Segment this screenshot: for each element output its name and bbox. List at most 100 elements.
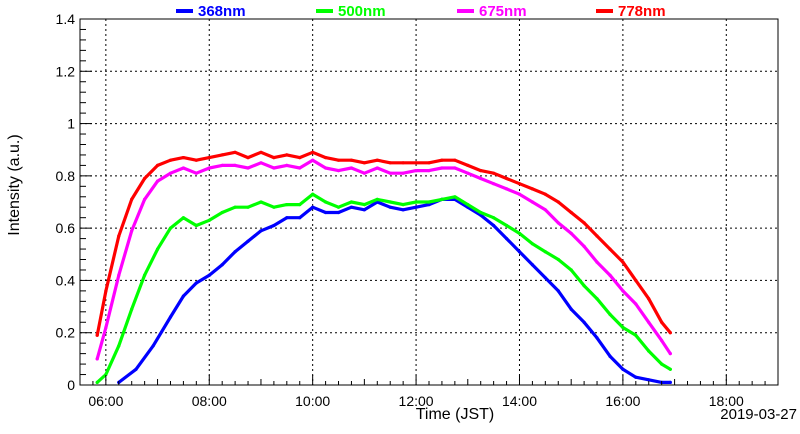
data-point xyxy=(668,352,672,356)
data-point xyxy=(401,208,405,212)
data-point xyxy=(168,158,173,162)
data-point xyxy=(143,273,147,277)
data-point xyxy=(259,161,263,165)
data-point xyxy=(181,216,185,220)
data-point xyxy=(194,223,198,228)
data-point xyxy=(440,197,444,201)
data-point xyxy=(156,179,160,183)
data-point xyxy=(668,380,672,384)
data-point xyxy=(608,354,612,358)
data-point xyxy=(647,349,651,353)
data-point xyxy=(556,200,560,204)
data-point xyxy=(134,367,138,371)
data-point xyxy=(233,205,237,209)
data-point xyxy=(543,276,547,280)
data-point xyxy=(324,156,328,160)
data-point xyxy=(194,171,198,175)
series-675nm xyxy=(95,158,672,361)
data-point xyxy=(668,331,672,335)
data-point xyxy=(233,163,237,167)
data-point xyxy=(272,223,276,228)
data-point xyxy=(608,247,612,251)
data-point xyxy=(595,260,599,264)
x-tick-label: 08:00 xyxy=(192,393,227,409)
data-point xyxy=(492,216,496,220)
data-point xyxy=(517,192,522,196)
y-tick-label: 0.8 xyxy=(56,168,76,184)
data-point xyxy=(362,161,366,165)
data-point xyxy=(466,163,470,167)
data-point xyxy=(440,166,444,170)
data-point xyxy=(505,187,509,191)
data-point xyxy=(168,171,173,175)
data-point xyxy=(311,150,315,154)
data-point xyxy=(117,344,121,348)
data-point xyxy=(246,205,250,209)
series-line-675nm xyxy=(95,158,672,361)
data-point xyxy=(634,302,638,306)
data-point xyxy=(298,203,302,207)
data-point xyxy=(285,153,289,157)
data-point xyxy=(285,216,289,220)
data-point xyxy=(479,210,483,215)
legend: 368nm 500nm 675nm 778nm xyxy=(176,3,666,20)
data-point xyxy=(505,223,509,228)
series-line-778nm xyxy=(95,150,672,337)
y-tick-label: 1.2 xyxy=(56,63,76,79)
y-tick-label: 1.4 xyxy=(56,11,76,27)
data-point xyxy=(362,171,366,175)
data-point xyxy=(492,182,496,186)
data-point xyxy=(668,367,672,371)
data-point xyxy=(194,158,198,162)
data-point xyxy=(298,166,302,170)
date-label: 2019-03-27 xyxy=(720,406,797,423)
legend-label: 675nm xyxy=(479,3,527,20)
data-point xyxy=(336,205,341,209)
data-point xyxy=(259,200,263,204)
y-tick-label: 0.2 xyxy=(56,325,76,341)
data-point xyxy=(298,156,302,160)
data-point xyxy=(207,156,211,160)
series-line-500nm xyxy=(95,192,672,384)
data-point xyxy=(349,205,353,209)
x-axis-label: Time (JST) xyxy=(416,406,495,423)
data-point xyxy=(582,221,586,225)
data-point xyxy=(569,231,573,235)
data-point xyxy=(634,375,638,379)
data-point xyxy=(285,203,289,207)
data-point xyxy=(427,203,431,207)
data-point xyxy=(207,218,211,222)
data-point xyxy=(143,176,147,181)
data-point xyxy=(608,273,612,277)
data-point xyxy=(375,166,379,170)
data-point xyxy=(349,200,353,204)
data-point xyxy=(362,208,366,212)
series-layer xyxy=(95,150,672,384)
data-point xyxy=(220,263,224,267)
data-point xyxy=(272,166,276,170)
axis-ticks xyxy=(79,18,779,386)
data-point xyxy=(220,163,224,167)
data-point xyxy=(259,150,263,154)
data-point xyxy=(453,195,457,199)
data-point xyxy=(569,268,573,272)
data-point xyxy=(556,289,560,293)
data-point xyxy=(517,250,522,254)
data-point xyxy=(324,200,328,204)
data-point xyxy=(168,315,173,319)
data-point xyxy=(660,320,664,324)
data-point xyxy=(104,289,108,293)
data-point xyxy=(595,234,599,238)
data-point xyxy=(336,169,341,173)
data-point xyxy=(621,367,625,371)
data-point xyxy=(388,161,392,165)
data-point xyxy=(388,171,392,175)
data-point xyxy=(582,244,586,248)
data-point xyxy=(246,166,250,170)
data-point xyxy=(95,333,99,337)
data-point xyxy=(95,380,99,384)
data-point xyxy=(388,200,392,204)
data-point xyxy=(543,192,547,196)
data-point xyxy=(117,273,121,277)
